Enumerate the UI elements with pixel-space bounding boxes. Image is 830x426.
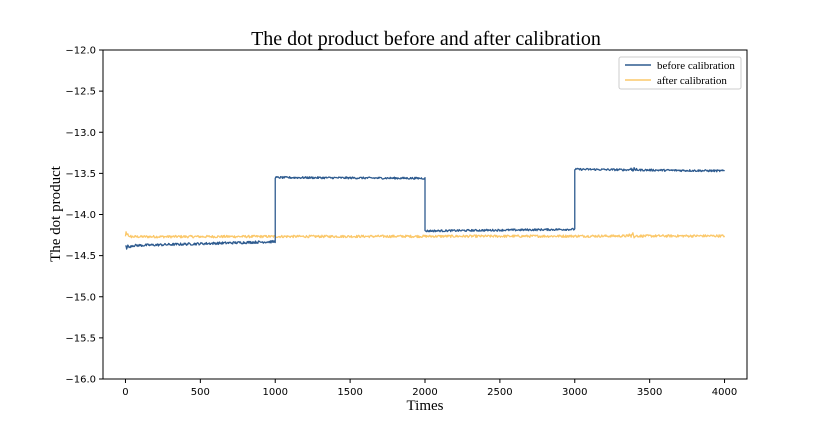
y-tick-label: −12.0: [65, 46, 96, 57]
legend: before calibration after calibration: [618, 56, 742, 90]
series-line: [125, 166, 725, 250]
y-tick-label: −15.0: [65, 292, 96, 303]
y-tick-label: −14.0: [65, 210, 96, 221]
x-tick-label: 3000: [562, 387, 587, 398]
plot-lines: [124, 166, 726, 250]
y-tick-label: −16.0: [65, 375, 96, 386]
legend-label-after: after calibration: [657, 75, 727, 87]
y-axis: −12.0 −12.5 −13.0 −13.5 −14.0 −14.5 −15.0 −15.5…: [65, 46, 103, 386]
plot-frame: [102, 49, 748, 380]
x-tick-label: 500: [191, 387, 210, 398]
y-tick-label: −13.5: [65, 169, 96, 180]
x-tick-label: 4000: [712, 387, 737, 398]
y-axis-label: The dot product: [48, 165, 64, 262]
x-tick-label: 1000: [263, 387, 288, 398]
legend-label-before: before calibration: [657, 60, 735, 72]
x-tick-label: 2500: [487, 387, 512, 398]
x-axis: 0 500 1000 1500 2000 2500 3000 3500 4000: [122, 379, 737, 398]
y-tick-label: −13.0: [65, 128, 96, 139]
y-tick-label: −15.5: [65, 333, 96, 344]
chart-title: The dot product before and after calibra…: [251, 28, 601, 50]
x-axis-label: Times: [407, 398, 444, 414]
x-tick-label: 1500: [337, 387, 362, 398]
series-line: [124, 231, 726, 239]
y-tick-label: −14.5: [65, 251, 96, 262]
x-tick-label: 2000: [412, 387, 437, 398]
y-tick-label: −12.5: [65, 87, 96, 98]
x-tick-label: 3500: [637, 387, 662, 398]
x-tick-label: 0: [122, 387, 128, 398]
